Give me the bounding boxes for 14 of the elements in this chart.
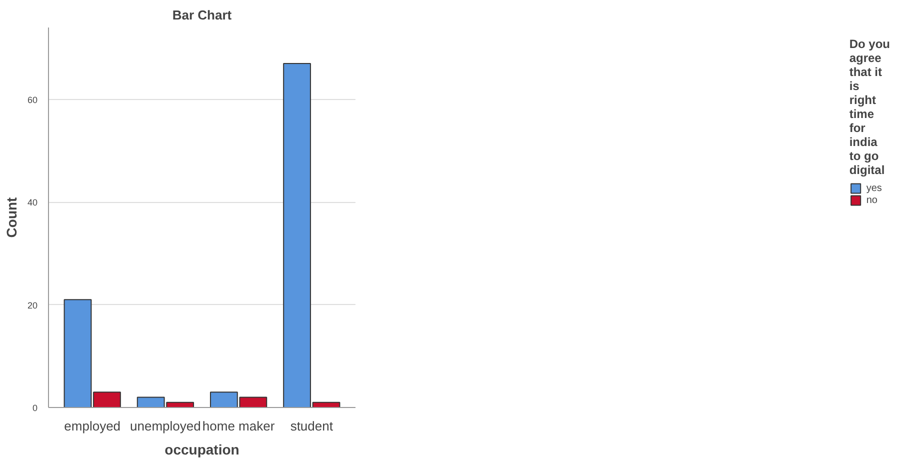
x-axis-title: occupation xyxy=(164,442,240,458)
x-tick-label: employed xyxy=(64,418,121,434)
chart-title: Bar Chart xyxy=(172,8,232,22)
legend-label: yes xyxy=(866,182,883,194)
legend-label: no xyxy=(866,194,878,206)
x-tick-label: unemployed xyxy=(130,418,201,434)
y-tick-label: 60 xyxy=(27,94,38,105)
x-tick-label: student xyxy=(290,418,334,434)
y-axis-title: Count xyxy=(3,196,20,238)
y-tick-label: 0 xyxy=(32,403,38,413)
x-tick-label: home maker xyxy=(202,418,276,434)
text: Do you agree that it is right time for india to go digital xyxy=(849,37,890,177)
y-tick-label: 40 xyxy=(27,198,38,208)
y-tick-label: 20 xyxy=(27,300,38,310)
